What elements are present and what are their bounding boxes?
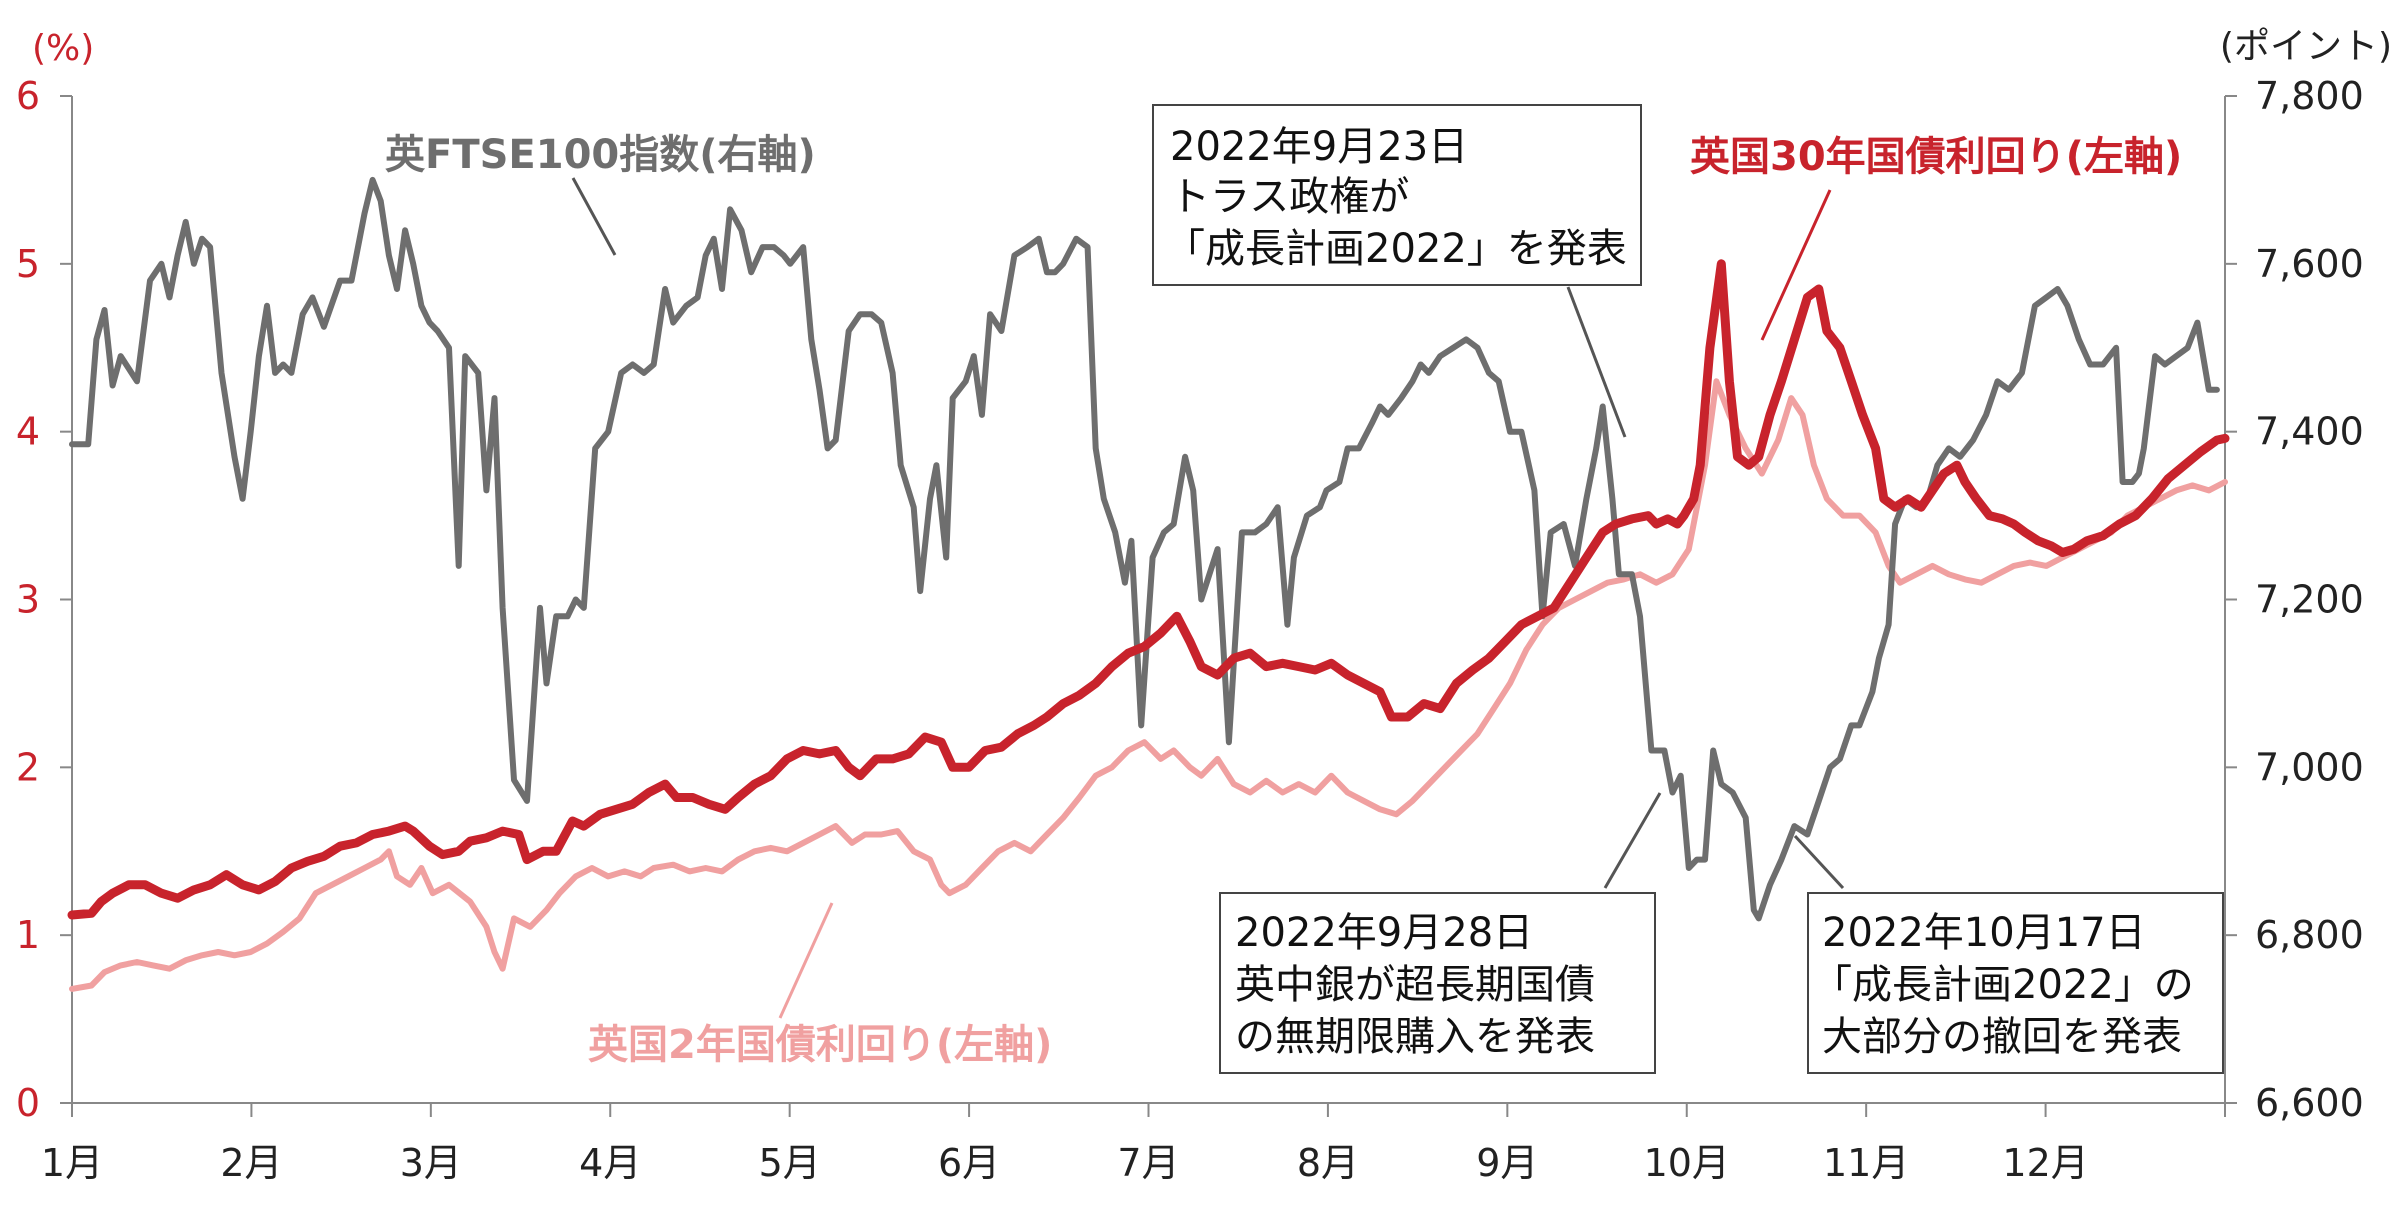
ftse-label-leader bbox=[571, 177, 617, 256]
annotation-line: 大部分の撤回を発表 bbox=[1822, 1014, 2182, 1060]
annotation-line: トラス政権が bbox=[1170, 174, 1409, 220]
left-tick-label: 1 bbox=[16, 913, 40, 957]
yield2-series-label: 英国2年国債利回り(左軸) bbox=[588, 1022, 1052, 1068]
annotation-box bbox=[1807, 892, 2224, 1074]
left-tick-label: 3 bbox=[16, 578, 40, 622]
annotation-line: の無期限購入を発表 bbox=[1235, 1014, 1595, 1060]
annotation-plan-reversal: 2022年10月17日 「成長計画2022」の 大部分の撤回を発表 bbox=[1793, 834, 2224, 1074]
annotation-leader bbox=[1793, 834, 1845, 890]
yield30-label-leader bbox=[1760, 189, 1832, 341]
annotation-truss-growth-plan: 2022年9月23日 トラス政権が 「成長計画2022」を発表 bbox=[1152, 104, 1642, 438]
left-tick-label: 5 bbox=[16, 242, 40, 286]
left-tick-label: 0 bbox=[16, 1081, 40, 1125]
right-tick-labels: 6,600 6,800 7,000 7,200 7,400 7,600 7,800 bbox=[2225, 74, 2364, 1125]
annotation-line: 「成長計画2022」を発表 bbox=[1165, 226, 1627, 272]
left-tick-label: 2 bbox=[16, 745, 40, 789]
annotation-boe-purchase: 2022年9月28日 英中銀が超長期国債 の無期限購入を発表 bbox=[1219, 792, 1662, 1074]
series-layer bbox=[67, 176, 2230, 992]
annotation-line: 2022年10月17日 bbox=[1822, 910, 2146, 956]
x-tick-label: 12月 bbox=[2002, 1141, 2088, 1185]
left-tick-label: 6 bbox=[16, 74, 40, 118]
annotation-line: 「成長計画2022」の bbox=[1812, 962, 2194, 1008]
right-tick-label: 7,600 bbox=[2255, 242, 2364, 286]
x-tick-label: 4月 bbox=[579, 1141, 641, 1185]
gilt-30y-yield-line bbox=[67, 259, 2230, 920]
x-tick-label: 3月 bbox=[400, 1141, 462, 1185]
x-tick-label: 2月 bbox=[220, 1141, 282, 1185]
annotation-box bbox=[1219, 892, 1656, 1074]
left-tick-labels: 0 1 2 3 4 5 6 bbox=[16, 74, 72, 1125]
x-tick-labels: 1月 2月 3月 4月 5月 6月 7月 8月 9月 10月 11月 12月 bbox=[41, 1103, 2226, 1185]
x-tick-label: 6月 bbox=[938, 1141, 1000, 1185]
yield30-series-label: 英国30年国債利回り(左軸) bbox=[1690, 134, 2182, 180]
right-tick-label: 7,400 bbox=[2255, 410, 2364, 454]
annotation-leader bbox=[1566, 286, 1627, 438]
right-axis-unit: (ポイント) bbox=[2220, 26, 2392, 67]
x-tick-label: 11月 bbox=[1823, 1141, 1909, 1185]
right-tick-label: 7,000 bbox=[2255, 745, 2364, 789]
gilt-2y-yield-line bbox=[69, 378, 2228, 992]
x-tick-label: 9月 bbox=[1476, 1141, 1538, 1185]
annotation-line: 2022年9月28日 bbox=[1235, 910, 1533, 956]
annotation-line: 英中銀が超長期国債 bbox=[1235, 962, 1595, 1008]
annotation-line: 2022年9月23日 bbox=[1170, 124, 1468, 170]
x-tick-label: 1月 bbox=[41, 1141, 103, 1185]
ftse100-line bbox=[69, 176, 2220, 922]
right-tick-label: 7,800 bbox=[2255, 74, 2364, 118]
yield2-label-leader bbox=[778, 902, 834, 1019]
x-tick-label: 5月 bbox=[759, 1141, 821, 1185]
right-tick-label: 6,800 bbox=[2255, 913, 2364, 957]
annotation-box bbox=[1152, 104, 1642, 286]
left-axis-unit: (%) bbox=[32, 28, 94, 69]
annotation-leader bbox=[1603, 792, 1662, 889]
ftse-series-label: 英FTSE100指数(右軸) bbox=[385, 132, 816, 178]
x-tick-label: 7月 bbox=[1117, 1141, 1179, 1185]
left-tick-label: 4 bbox=[16, 410, 40, 454]
right-tick-label: 6,600 bbox=[2255, 1081, 2364, 1125]
x-tick-label: 10月 bbox=[1644, 1141, 1730, 1185]
x-tick-label: 8月 bbox=[1297, 1141, 1359, 1185]
right-tick-label: 7,200 bbox=[2255, 578, 2364, 622]
